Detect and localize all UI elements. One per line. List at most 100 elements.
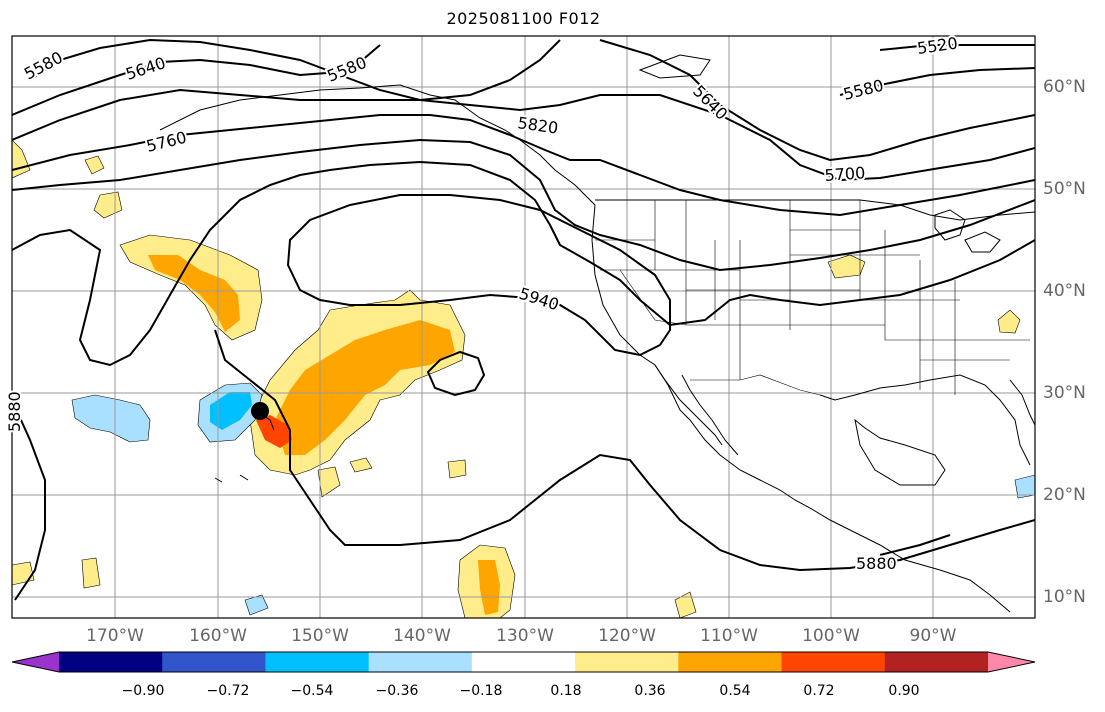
contour-label: 5580 xyxy=(324,53,369,86)
colorbar-swatch xyxy=(368,652,473,672)
contour-5700 xyxy=(12,88,1035,182)
contour-label: 5880 xyxy=(856,554,897,573)
yucatan-coast xyxy=(854,418,946,486)
lon-label: 100°W xyxy=(802,626,860,646)
colorbar-tick-label: −0.54 xyxy=(290,683,334,699)
positive-anomaly-region xyxy=(349,457,373,473)
positive-anomaly-region xyxy=(478,560,500,615)
lon-label: 90°W xyxy=(909,626,957,646)
lat-label: 30°N xyxy=(1043,383,1086,403)
contour-5880-lower xyxy=(12,399,46,601)
contour-label: 5700 xyxy=(824,163,866,185)
negative-anomaly-region xyxy=(244,594,269,616)
contour-5580b xyxy=(839,67,1035,96)
colorbar-swatch xyxy=(59,652,163,672)
lat-label: 20°N xyxy=(1043,485,1086,505)
west-coast xyxy=(591,204,1011,613)
storm-center-marker xyxy=(251,402,269,420)
contour-label-group: 5580 5640 5580 5760 5820 5640 5520 5580 … xyxy=(3,31,961,575)
positive-anomaly-region xyxy=(84,155,105,175)
lon-label: 160°W xyxy=(189,626,247,646)
baja-coast xyxy=(654,364,723,446)
gulf-coast xyxy=(819,374,1031,466)
contour-label: 5940 xyxy=(517,284,562,315)
positive-anomaly-region xyxy=(12,139,31,179)
positive-anomaly-region xyxy=(447,459,467,479)
colorbar-swatch xyxy=(575,652,679,672)
colorbar-swatch xyxy=(162,652,266,672)
colorbar-tick-label: −0.18 xyxy=(459,683,503,699)
positive-anomaly-region xyxy=(275,320,455,455)
lon-label: 140°W xyxy=(393,626,451,646)
colorbar-extend-min xyxy=(12,652,59,672)
contour-label: 5520 xyxy=(916,33,959,57)
colorbar-swatch xyxy=(678,652,783,672)
lon-label: 110°W xyxy=(700,626,758,646)
colorbar-swatch xyxy=(471,652,576,672)
lon-label: 150°W xyxy=(291,626,349,646)
lon-label: 170°W xyxy=(86,626,144,646)
alaska-coast xyxy=(159,84,596,206)
colorbar-outline xyxy=(11,651,1036,673)
negative-anomaly-region xyxy=(210,392,252,430)
colorbar-tick-label: −0.36 xyxy=(375,683,419,699)
contour-label: 5640 xyxy=(123,53,168,84)
contour-5640 xyxy=(12,39,1035,162)
positive-anomaly-region xyxy=(317,466,341,498)
colorbar-tick-label: −0.90 xyxy=(121,683,165,699)
height-contours xyxy=(12,38,1035,601)
contour-label: 5880 xyxy=(5,391,24,432)
colorbar-tick-label: 0.54 xyxy=(719,683,751,699)
contour-5880-main xyxy=(214,329,1035,572)
great-lakes xyxy=(934,209,1001,253)
lat-label: 50°N xyxy=(1043,179,1086,199)
colorbar-swatch xyxy=(781,652,886,672)
graticule xyxy=(12,36,1035,618)
colorbar-tick-label: −0.72 xyxy=(206,683,250,699)
anomaly-shading xyxy=(12,139,1035,618)
colorbar-swatch xyxy=(265,652,370,672)
contour-5940-closed xyxy=(426,350,486,397)
strong-anomaly-region xyxy=(256,415,292,448)
colorbar-tick-label: 0.72 xyxy=(803,683,835,699)
colorbar-swatch xyxy=(884,652,989,672)
lat-label: 40°N xyxy=(1043,281,1086,301)
contour-label: 5820 xyxy=(516,113,559,137)
positive-anomaly-region xyxy=(827,254,866,279)
colorbar xyxy=(11,651,1036,673)
contour-5760 xyxy=(12,114,1035,217)
lon-label: 130°W xyxy=(496,626,554,646)
negative-anomaly-region xyxy=(1014,474,1035,499)
negative-anomaly-region xyxy=(71,394,151,443)
contour-label: 5580 xyxy=(21,48,66,84)
positive-anomaly-region xyxy=(997,309,1021,334)
contour-5880-left xyxy=(12,160,1035,367)
contour-5820 xyxy=(12,138,1035,272)
contour-label: 5580 xyxy=(841,76,885,104)
contour-5880-tail xyxy=(879,534,951,556)
map-title: 2025081100 F012 xyxy=(446,9,601,28)
positive-anomaly-region xyxy=(12,561,35,586)
us-canada-border xyxy=(595,199,1035,221)
florida-coast xyxy=(1009,379,1035,426)
contour-5580 xyxy=(29,38,561,102)
contour-5940 xyxy=(286,194,671,357)
lat-label: 10°N xyxy=(1043,587,1086,607)
positive-anomaly-region xyxy=(674,591,697,618)
lon-label: 120°W xyxy=(598,626,656,646)
contour-5520 xyxy=(879,44,1035,51)
positive-anomaly-region xyxy=(81,557,101,589)
colorbar-tick-label: 0.36 xyxy=(634,683,666,699)
colorbar-tick-label: 0.18 xyxy=(550,683,582,699)
map-frame xyxy=(11,35,1036,619)
state-borders xyxy=(595,200,1030,396)
northern-coast xyxy=(638,54,711,79)
contour-label: 5760 xyxy=(144,128,188,156)
positive-anomaly-region xyxy=(93,191,123,219)
lat-label: 60°N xyxy=(1043,77,1086,97)
positive-anomaly-region xyxy=(148,255,240,332)
baja-east xyxy=(681,374,739,456)
colorbar-tick-label: 0.90 xyxy=(888,683,920,699)
colorbar-extend-max xyxy=(988,652,1035,672)
